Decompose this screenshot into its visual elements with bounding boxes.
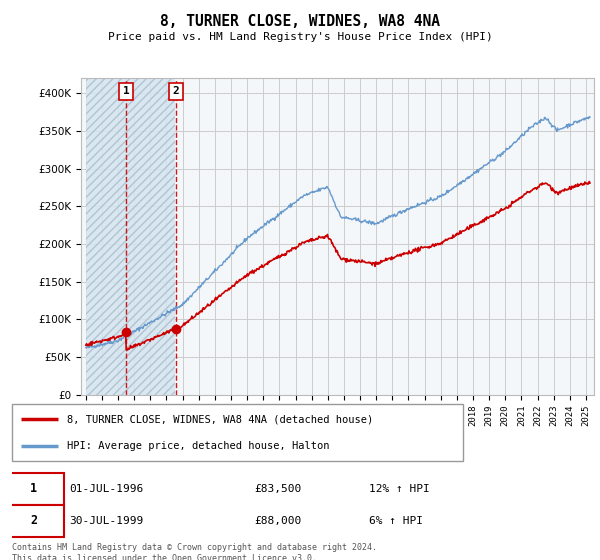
Text: 2: 2	[172, 86, 179, 96]
FancyBboxPatch shape	[12, 404, 463, 461]
Text: 1: 1	[31, 482, 37, 495]
Text: £88,000: £88,000	[254, 516, 301, 525]
Text: Price paid vs. HM Land Registry's House Price Index (HPI): Price paid vs. HM Land Registry's House …	[107, 32, 493, 43]
Text: 01-JUL-1996: 01-JUL-1996	[70, 484, 144, 493]
Text: HPI: Average price, detached house, Halton: HPI: Average price, detached house, Halt…	[67, 441, 329, 451]
Text: Contains HM Land Registry data © Crown copyright and database right 2024.
This d: Contains HM Land Registry data © Crown c…	[12, 543, 377, 560]
Text: £83,500: £83,500	[254, 484, 301, 493]
Text: 8, TURNER CLOSE, WIDNES, WA8 4NA (detached house): 8, TURNER CLOSE, WIDNES, WA8 4NA (detach…	[67, 414, 373, 424]
FancyBboxPatch shape	[4, 505, 64, 536]
FancyBboxPatch shape	[4, 473, 64, 505]
Text: 30-JUL-1999: 30-JUL-1999	[70, 516, 144, 525]
Text: 1: 1	[123, 86, 130, 96]
Text: 8, TURNER CLOSE, WIDNES, WA8 4NA: 8, TURNER CLOSE, WIDNES, WA8 4NA	[160, 14, 440, 29]
Text: 12% ↑ HPI: 12% ↑ HPI	[369, 484, 430, 493]
Text: 6% ↑ HPI: 6% ↑ HPI	[369, 516, 423, 525]
Text: 2: 2	[31, 514, 37, 527]
